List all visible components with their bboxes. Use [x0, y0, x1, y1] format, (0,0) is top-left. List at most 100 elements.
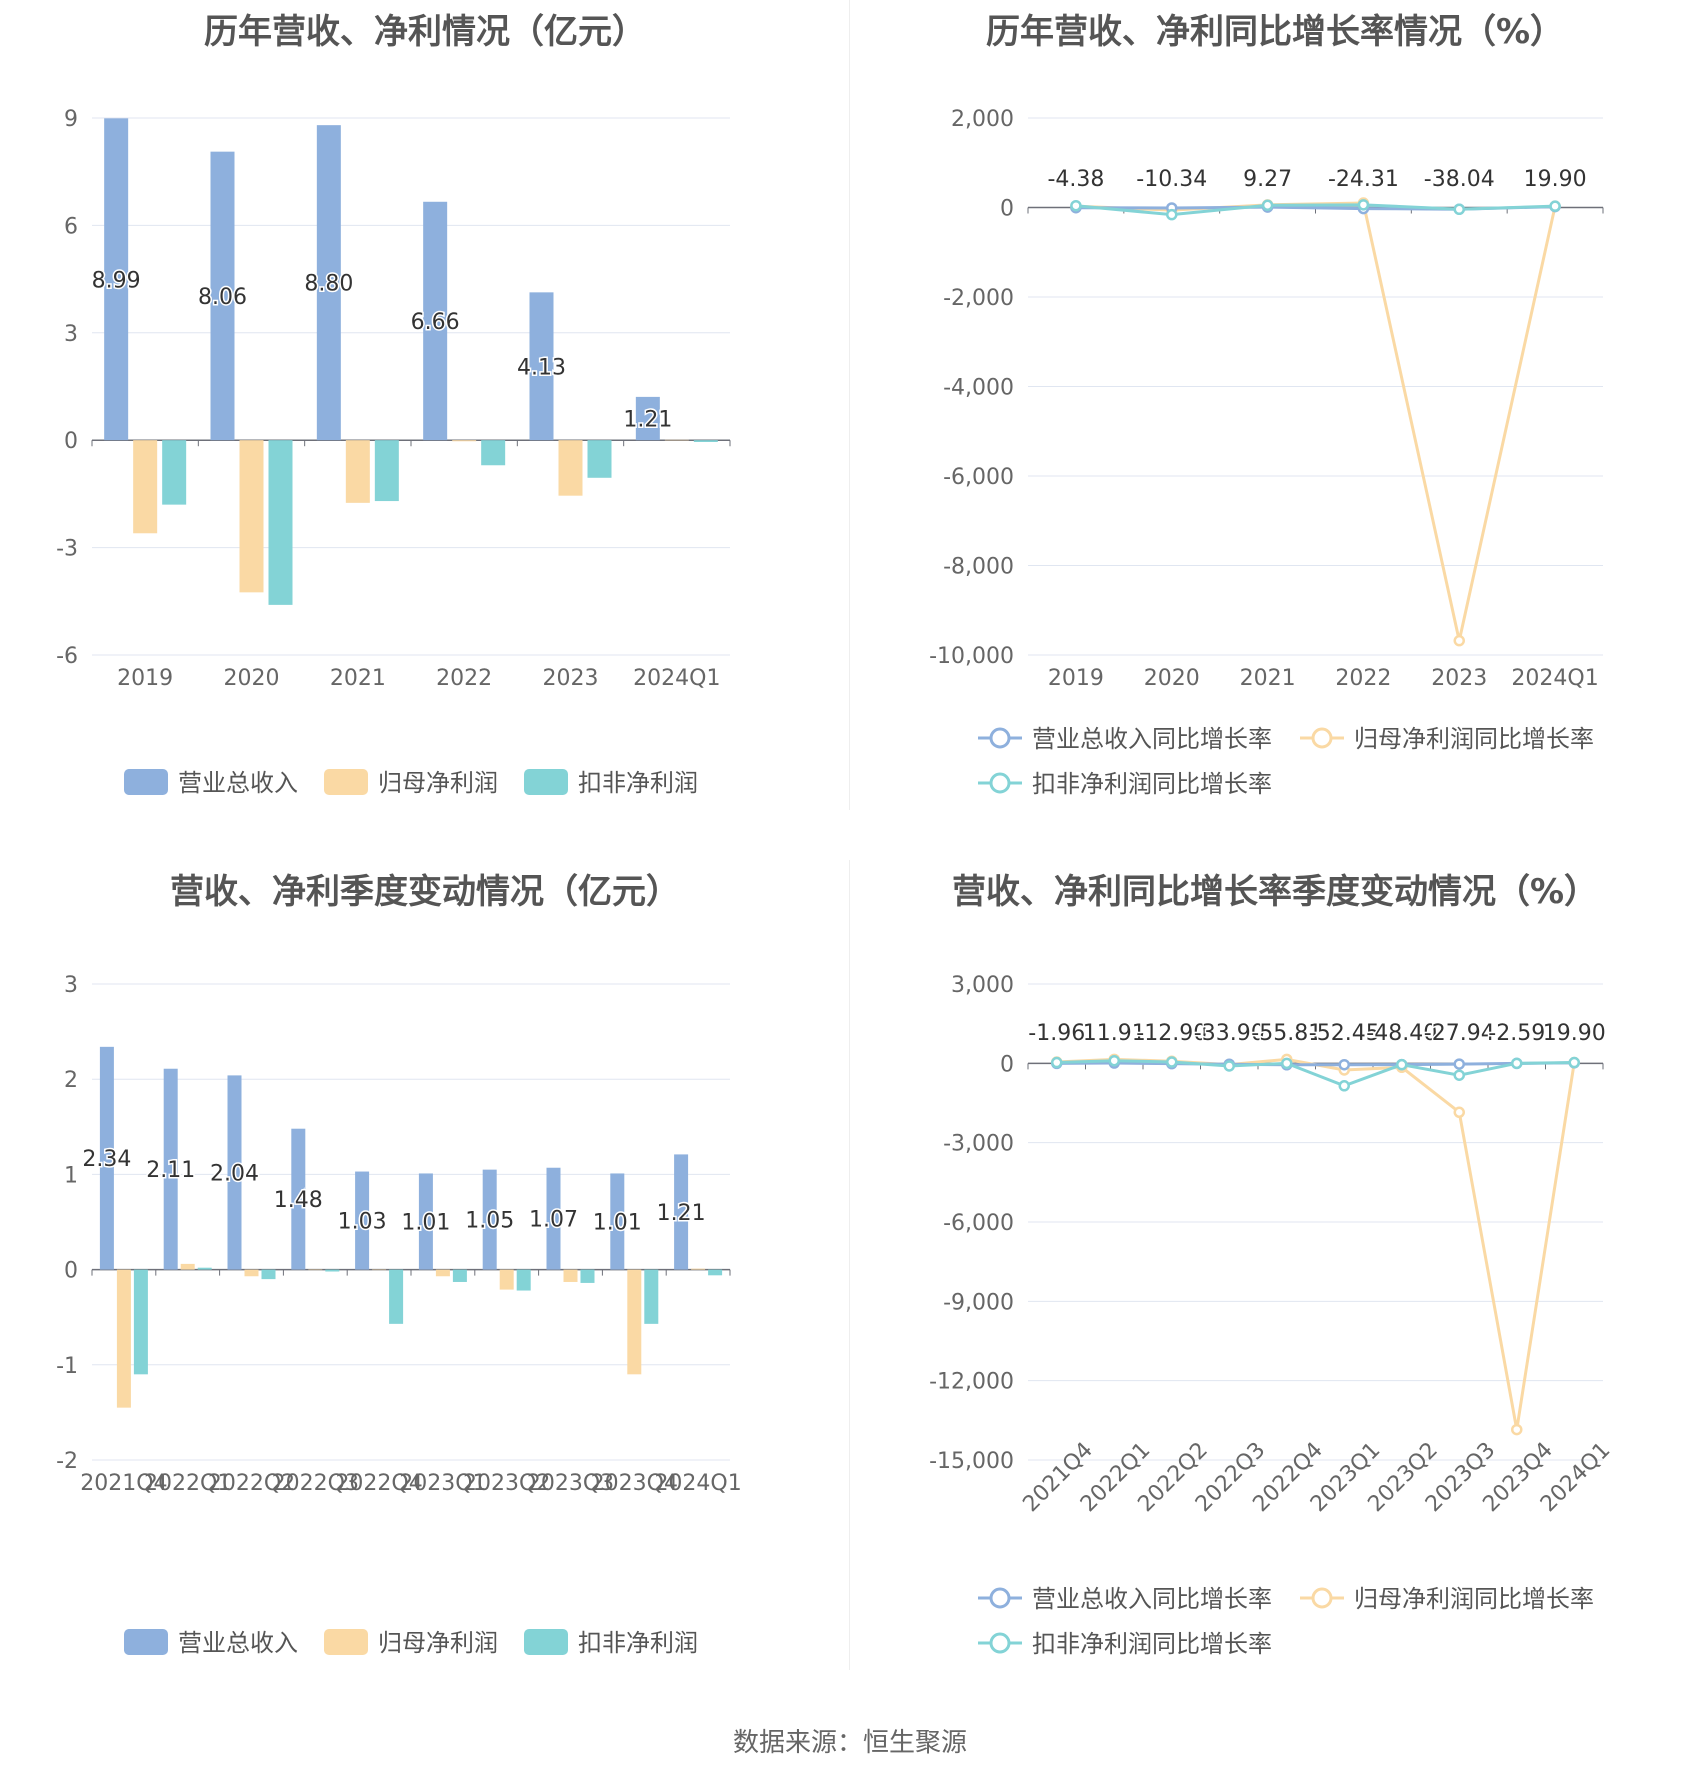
y-tick-label: -8,000 — [943, 555, 1014, 580]
data-label: -38.04 — [1424, 167, 1495, 192]
data-point — [1453, 1106, 1465, 1119]
bar — [580, 1269, 595, 1283]
x-tick-label: 2024Q1 — [1511, 666, 1598, 691]
data-label: 8.06 — [198, 285, 247, 310]
data-point — [1568, 1056, 1580, 1069]
y-tick-label: -2 — [56, 1449, 78, 1474]
quarterly-growth-rate-panel: 营收、净利同比增长率季度变动情况（%） 3,000 0 -3,000 -6,000 -9… — [850, 860, 1700, 1730]
bar — [116, 1269, 131, 1408]
data-point — [1166, 208, 1178, 221]
data-label: -55.81 — [1251, 1021, 1322, 1046]
data-label: 1.21 — [657, 1201, 706, 1226]
legend-label: 营业总收入同比增长率 — [1032, 1585, 1272, 1613]
x-tick-label: 2019 — [1048, 666, 1104, 691]
annual-growth-rate-panel: 历年营收、净利同比增长率情况（%） 2,000 0 -2,000 -4,000 -6,0… — [850, 0, 1700, 870]
data-point — [1338, 1058, 1350, 1071]
data-point — [1453, 1058, 1465, 1070]
data-label: 2.04 — [210, 1161, 259, 1186]
bar — [452, 1269, 467, 1282]
series-line — [1075, 201, 1557, 642]
bar — [372, 1269, 387, 1271]
data-label: 2.11 — [146, 1158, 195, 1183]
series-line — [1056, 1059, 1575, 1088]
bar — [99, 1046, 114, 1270]
legend-marker — [989, 1632, 1011, 1654]
bar — [133, 440, 158, 534]
data-label: 6.66 — [411, 310, 460, 335]
data-label: -2.59 — [1488, 1021, 1545, 1046]
bar — [693, 440, 718, 442]
data-point — [1357, 199, 1370, 211]
series-line — [1075, 203, 1556, 217]
chart-title: 历年营收、净利情况（亿元） — [204, 12, 646, 52]
bar — [481, 440, 506, 466]
bar — [635, 396, 660, 441]
legend-swatch — [324, 769, 368, 795]
bar — [316, 125, 341, 441]
data-point — [1166, 1056, 1178, 1068]
y-tick-label: -9,000 — [943, 1290, 1014, 1315]
data-point — [1070, 199, 1082, 212]
data-label: 1.01 — [401, 1211, 450, 1236]
quarterly-revenue-profit-chart: 3210-1-22021Q42022Q12022Q22022Q32022Q420… — [56, 973, 742, 1657]
legend-marker — [989, 772, 1011, 794]
bar — [325, 1269, 340, 1272]
data-label: -33.90 — [1194, 1021, 1265, 1046]
bar — [210, 151, 235, 441]
data-label: -10.34 — [1136, 167, 1207, 192]
bar — [291, 1128, 306, 1270]
series-line — [1056, 1061, 1575, 1067]
data-label: 1.07 — [529, 1208, 578, 1233]
data-label: 2.34 — [82, 1147, 131, 1172]
data-point — [1453, 634, 1465, 647]
bar — [345, 440, 370, 503]
data-point — [1511, 1057, 1523, 1070]
quarterly-revenue-profit-panel: 营收、净利季度变动情况（亿元） 3 2 1 0 -1 -2 2021Q4 2022Q1 2022… — [0, 860, 850, 1730]
legend-label: 扣非净利润同比增长率 — [1032, 1630, 1272, 1658]
bar — [239, 440, 264, 593]
data-label: 1.01 — [593, 1211, 642, 1236]
y-tick-label: -12,000 — [929, 1370, 1014, 1395]
y-tick-label: 1 — [64, 1163, 78, 1188]
y-tick-label: -1 — [56, 1354, 78, 1379]
bar — [133, 1269, 148, 1375]
x-tick-label: 2021 — [1240, 666, 1296, 691]
y-tick-label: 2 — [64, 1068, 78, 1093]
y-tick-label: 3 — [64, 973, 78, 998]
bar — [261, 1269, 276, 1280]
data-point — [1281, 1057, 1293, 1070]
x-tick-label: 2023 — [1431, 666, 1487, 691]
bar — [708, 1269, 723, 1276]
data-label: 4.13 — [517, 355, 566, 380]
bar — [423, 201, 448, 441]
legend-label: 归母净利润 — [378, 769, 498, 797]
legend-marker — [989, 727, 1011, 749]
bar — [389, 1269, 404, 1324]
data-label: 1.05 — [465, 1209, 514, 1234]
legend-label: 营业总收入同比增长率 — [1032, 725, 1272, 753]
y-tick-label: 0 — [64, 1259, 78, 1284]
data-label: -24.31 — [1328, 167, 1399, 192]
legend-label: 归母净利润同比增长率 — [1354, 725, 1594, 753]
bar — [482, 1169, 497, 1270]
bar — [268, 440, 293, 605]
y-tick-label: 6 — [64, 214, 78, 239]
y-tick-label: -15,000 — [929, 1449, 1014, 1474]
bar — [499, 1269, 514, 1290]
y-tick-label: -3,000 — [943, 1132, 1014, 1157]
x-tick-label: 2021Q4 — [80, 1471, 167, 1496]
bar — [374, 440, 399, 502]
data-point — [1108, 1054, 1120, 1067]
y-tick-label: 0 — [1000, 1052, 1014, 1077]
data-label: 1.03 — [338, 1210, 387, 1235]
legend-label: 扣非净利润同比增长率 — [1032, 770, 1272, 798]
legend-swatch — [124, 769, 168, 795]
x-tick-label: 2022 — [436, 666, 492, 691]
legend-label: 扣非净利润 — [578, 1629, 698, 1657]
bar — [587, 440, 612, 478]
bar — [180, 1263, 195, 1270]
x-tick-label: 2023Q3 — [527, 1471, 614, 1496]
legend-swatch — [124, 1629, 168, 1655]
data-label: -12.90 — [1136, 1021, 1207, 1046]
bar — [563, 1269, 578, 1282]
